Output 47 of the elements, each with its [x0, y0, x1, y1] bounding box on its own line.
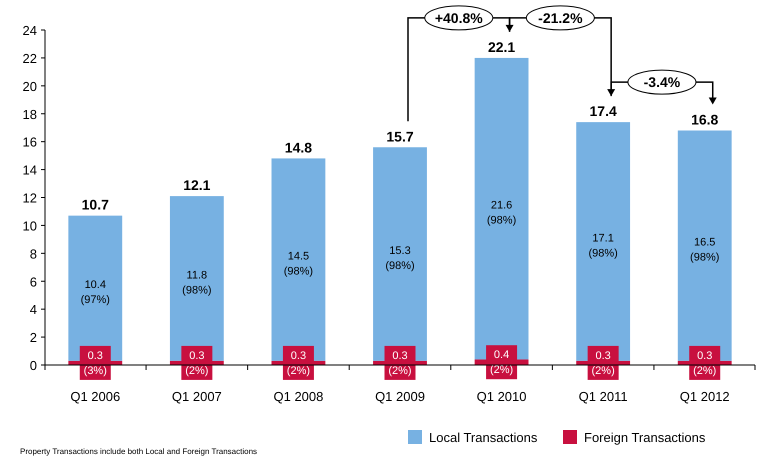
- data-label: 11.8 (98%): [182, 269, 212, 296]
- x-tick-label: Q1 2012: [680, 389, 730, 404]
- x-tick-label: Q1 2006: [70, 389, 120, 404]
- x-tick-label: Q1 2011: [578, 389, 628, 404]
- data-label: 14.5 (98%): [284, 250, 314, 278]
- total-label: 22.1: [488, 38, 516, 55]
- data-label: 15.3 (98%): [385, 245, 415, 272]
- total-label: 16.8: [691, 112, 719, 128]
- y-tick-label: 2: [30, 330, 37, 346]
- x-tick-label: Q1 2007: [172, 389, 222, 404]
- x-tick-label: Q1 2009: [375, 389, 425, 404]
- total-label: 14.8: [284, 139, 312, 156]
- total-label: 12.1: [183, 177, 211, 194]
- text: +40.8%: [434, 10, 484, 26]
- text: Property Transactions include both Local and Foreign Transactions: [20, 447, 258, 456]
- y-tick-label: 22: [22, 50, 37, 66]
- x-tick-label: Q1 2010: [476, 389, 527, 404]
- data-label: 0.3 (2%): [592, 350, 615, 377]
- y-tick-label: 24: [22, 23, 37, 38]
- data-label: 0.3 (2%): [693, 350, 716, 377]
- y-tick-label: 8: [30, 246, 37, 262]
- data-label: 10.4 (97%): [80, 279, 110, 306]
- y-tick-label: 4: [30, 302, 37, 318]
- data-label: 0.3 (3%): [84, 350, 107, 377]
- y-tick-label: 0: [30, 358, 37, 373]
- total-label: 17.4: [590, 103, 617, 120]
- data-label: 21.6 (98%): [486, 200, 516, 227]
- data-label: 16.5 (98%): [690, 236, 720, 264]
- y-tick-label: 16: [22, 134, 37, 150]
- data-label: 0.3 (2%): [388, 350, 412, 377]
- y-tick-label: 6: [30, 274, 37, 290]
- y-tick-label: 18: [22, 106, 37, 122]
- y-tick-label: 12: [22, 190, 37, 206]
- y-tick-label: 10: [22, 218, 37, 234]
- y-tick-label: 14: [22, 162, 37, 178]
- x-tick-label: Q1 2008: [273, 389, 324, 404]
- y-tick-label: 20: [22, 78, 37, 94]
- total-label: 15.7: [386, 128, 414, 144]
- legend-label: Local Transactions: [429, 430, 538, 445]
- annotation: -3.4%: [644, 74, 681, 90]
- data-label: 0.3 (2%): [185, 350, 208, 377]
- data-label: 0.3 (2%): [286, 350, 310, 377]
- data-label: 17.1 (98%): [588, 232, 618, 260]
- legend-label: Foreign Transactions: [584, 430, 706, 445]
- total-label: 10.7: [82, 196, 110, 213]
- text: -21.2%: [538, 10, 584, 26]
- data-label: 0.4 (2%): [490, 349, 514, 376]
